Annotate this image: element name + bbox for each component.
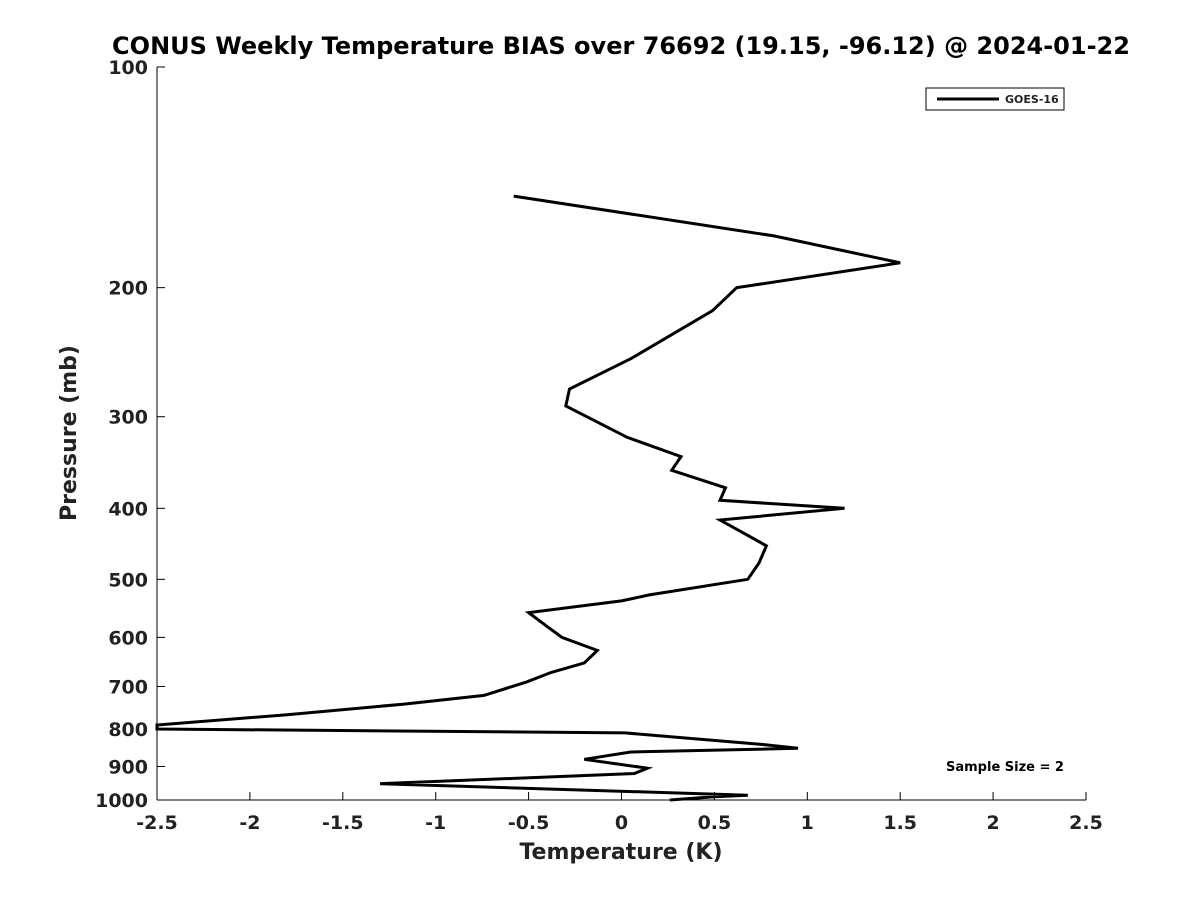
y-tick-label: 400 [108,498,148,520]
x-tick-label: 0.5 [698,812,732,834]
x-tick-label: 1 [801,812,814,834]
y-axis-label: Pressure (mb) [57,345,82,521]
x-axis-ticks: -2.5 -2 -1.5 -1 -0.5 0 0.5 1 1.5 2 2.5 [136,792,1103,834]
x-tick-label: 2.5 [1069,812,1103,834]
x-tick-label: 0 [615,812,628,834]
chart-title: CONUS Weekly Temperature BIAS over 76692… [112,32,1130,60]
x-tick-label: 2 [986,812,999,834]
y-tick-label: 800 [108,719,148,741]
y-tick-label: 300 [108,407,148,429]
y-tick-label: 1000 [95,790,148,812]
y-tick-label: 200 [108,278,148,300]
x-tick-label: -2.5 [136,812,178,834]
x-tick-label: -2 [239,812,260,834]
series-group [155,194,901,802]
y-tick-label: 500 [108,569,148,591]
x-tick-label: 1.5 [883,812,917,834]
legend: GOES-16 [925,87,1065,111]
legend-label-goes-16: GOES-16 [1005,93,1059,106]
x-tick-label: -1.5 [322,812,364,834]
x-tick-label: -0.5 [508,812,550,834]
y-tick-label: 100 [108,57,148,79]
y-tick-label: 600 [108,627,148,649]
y-tick-label: 900 [108,756,148,778]
y-axis-ticks: 1000 900 800 700 600 500 400 300 200 100 [95,57,165,812]
x-axis-label: Temperature (K) [519,840,722,865]
y-tick-label: 700 [108,676,148,698]
series-line-goes-16 [155,194,901,802]
sample-size-annotation: Sample Size = 2 [946,760,1064,775]
x-tick-label: -1 [425,812,446,834]
